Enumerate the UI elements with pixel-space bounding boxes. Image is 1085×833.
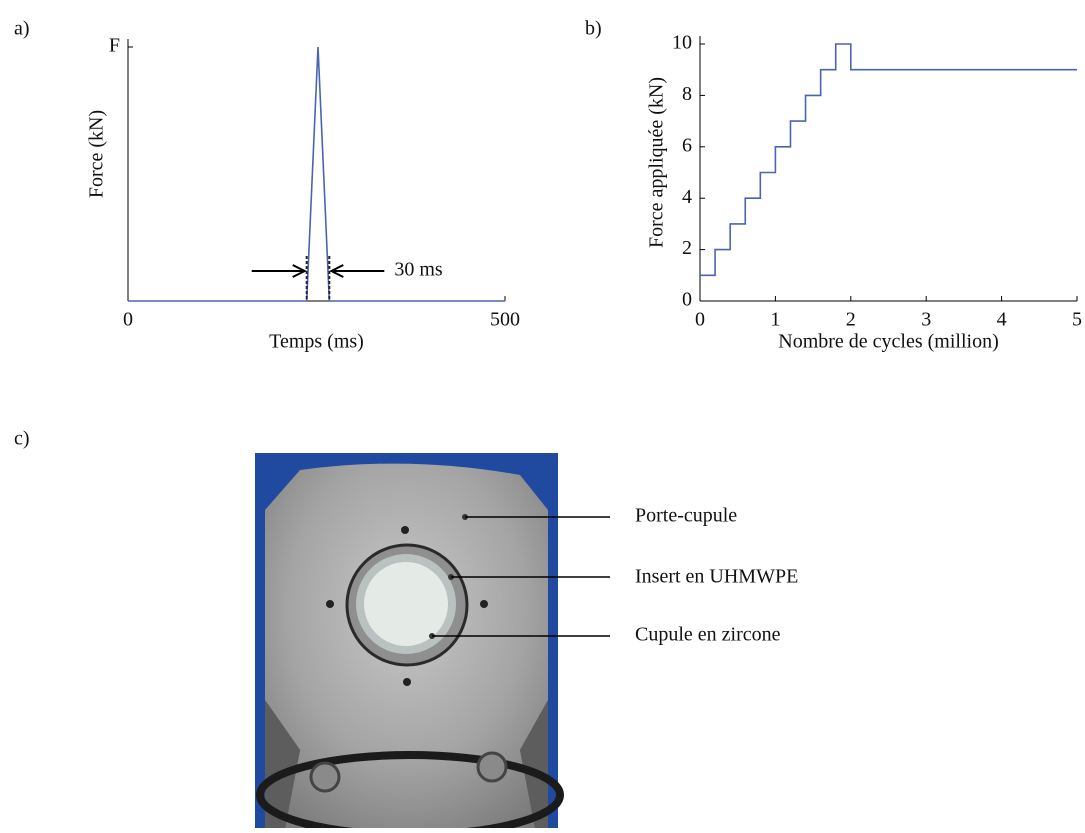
annotation: 30 ms (394, 259, 443, 281)
y-axis-label: Force appliquée (kN) (646, 77, 668, 248)
y-tick-label: 8 (682, 83, 692, 105)
x-axis-label: Temps (ms) (269, 331, 364, 353)
x-tick-label: 500 (490, 309, 520, 331)
x-tick-label: 2 (846, 309, 856, 331)
arrow (251, 264, 307, 278)
x-tick-label: 4 (997, 309, 1007, 331)
y-tick-label: 4 (682, 186, 692, 208)
y-tick-label: 10 (672, 32, 692, 54)
panel-label: b) (585, 18, 602, 40)
y-tick-label: 0 (682, 289, 692, 311)
panel-label: a) (14, 18, 30, 40)
y-tick-label: F (109, 35, 120, 57)
x-axis-label: Nombre de cycles (million) (778, 331, 999, 353)
x-tick-label: 0 (123, 309, 133, 331)
y-tick-label: 6 (682, 134, 692, 156)
arrow (329, 264, 385, 278)
photo-label: Porte-cupule (635, 505, 737, 527)
data-line (128, 46, 505, 302)
photo (255, 453, 610, 833)
x-tick-label: 0 (695, 309, 705, 331)
y-axis-label: Force (kN) (86, 110, 108, 198)
y-tick-label: 2 (682, 237, 692, 259)
x-tick-label: 3 (921, 309, 931, 331)
photo-label: Cupule en zircone (635, 624, 781, 646)
panel-label: c) (14, 428, 30, 450)
x-tick-label: 1 (770, 309, 780, 331)
data-line (700, 43, 1077, 277)
x-tick-label: 5 (1072, 309, 1082, 331)
photo-label: Insert en UHMWPE (635, 566, 798, 588)
